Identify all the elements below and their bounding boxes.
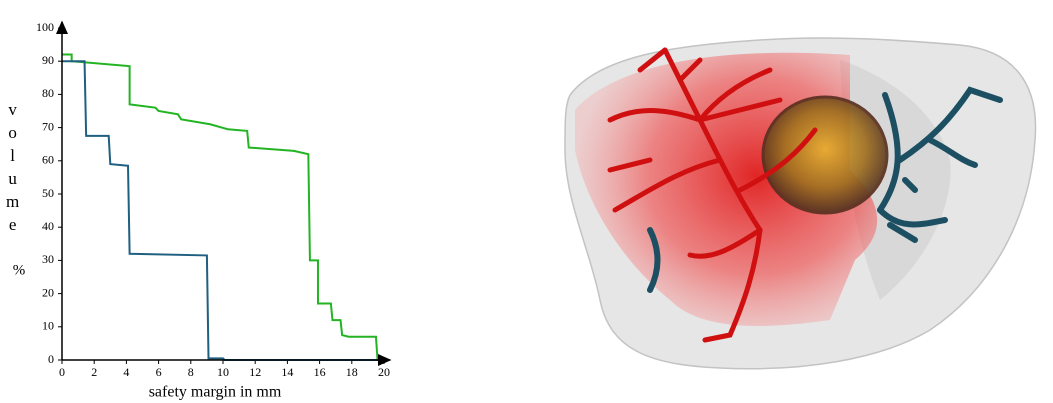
tumor [763, 97, 887, 213]
x-tick-label: 14 [281, 365, 293, 379]
y-axis-label: volume [3, 100, 22, 238]
x-tick-label: 20 [378, 365, 390, 379]
liver-render [565, 38, 1036, 369]
x-tick-label: 12 [249, 365, 261, 379]
y-tick-label: 70 [42, 119, 54, 133]
y-tick-label: 40 [42, 219, 54, 233]
y-tick-label: 100 [36, 20, 54, 34]
y-tick-label: 30 [42, 252, 54, 266]
x-tick-label: 8 [188, 365, 194, 379]
x-tick-label: 2 [91, 365, 97, 379]
x-tick-label: 0 [59, 365, 65, 379]
y-tick-label: 20 [42, 285, 54, 299]
y-tick-label: 90 [42, 53, 54, 67]
x-tick-label: 6 [156, 365, 162, 379]
page: volume % safety margin in mm 01020304050… [0, 0, 1053, 403]
x-tick-label: 10 [217, 365, 229, 379]
x-tick-label: 16 [314, 365, 326, 379]
y-tick-label: 0 [48, 352, 54, 366]
y-tick-label: 50 [42, 186, 54, 200]
x-tick-label: 4 [123, 365, 129, 379]
series-line [62, 61, 384, 360]
chart: volume % safety margin in mm 01020304050… [3, 20, 390, 401]
y-tick-label: 80 [42, 86, 54, 100]
x-tick-label: 18 [346, 365, 358, 379]
x-axis-label: safety margin in mm [149, 384, 282, 401]
y-axis-unit: % [13, 262, 26, 278]
y-tick-label: 60 [42, 153, 54, 167]
series-line [62, 55, 384, 360]
y-tick-label: 10 [42, 319, 54, 333]
figure: volume % safety margin in mm 01020304050… [0, 0, 1053, 403]
